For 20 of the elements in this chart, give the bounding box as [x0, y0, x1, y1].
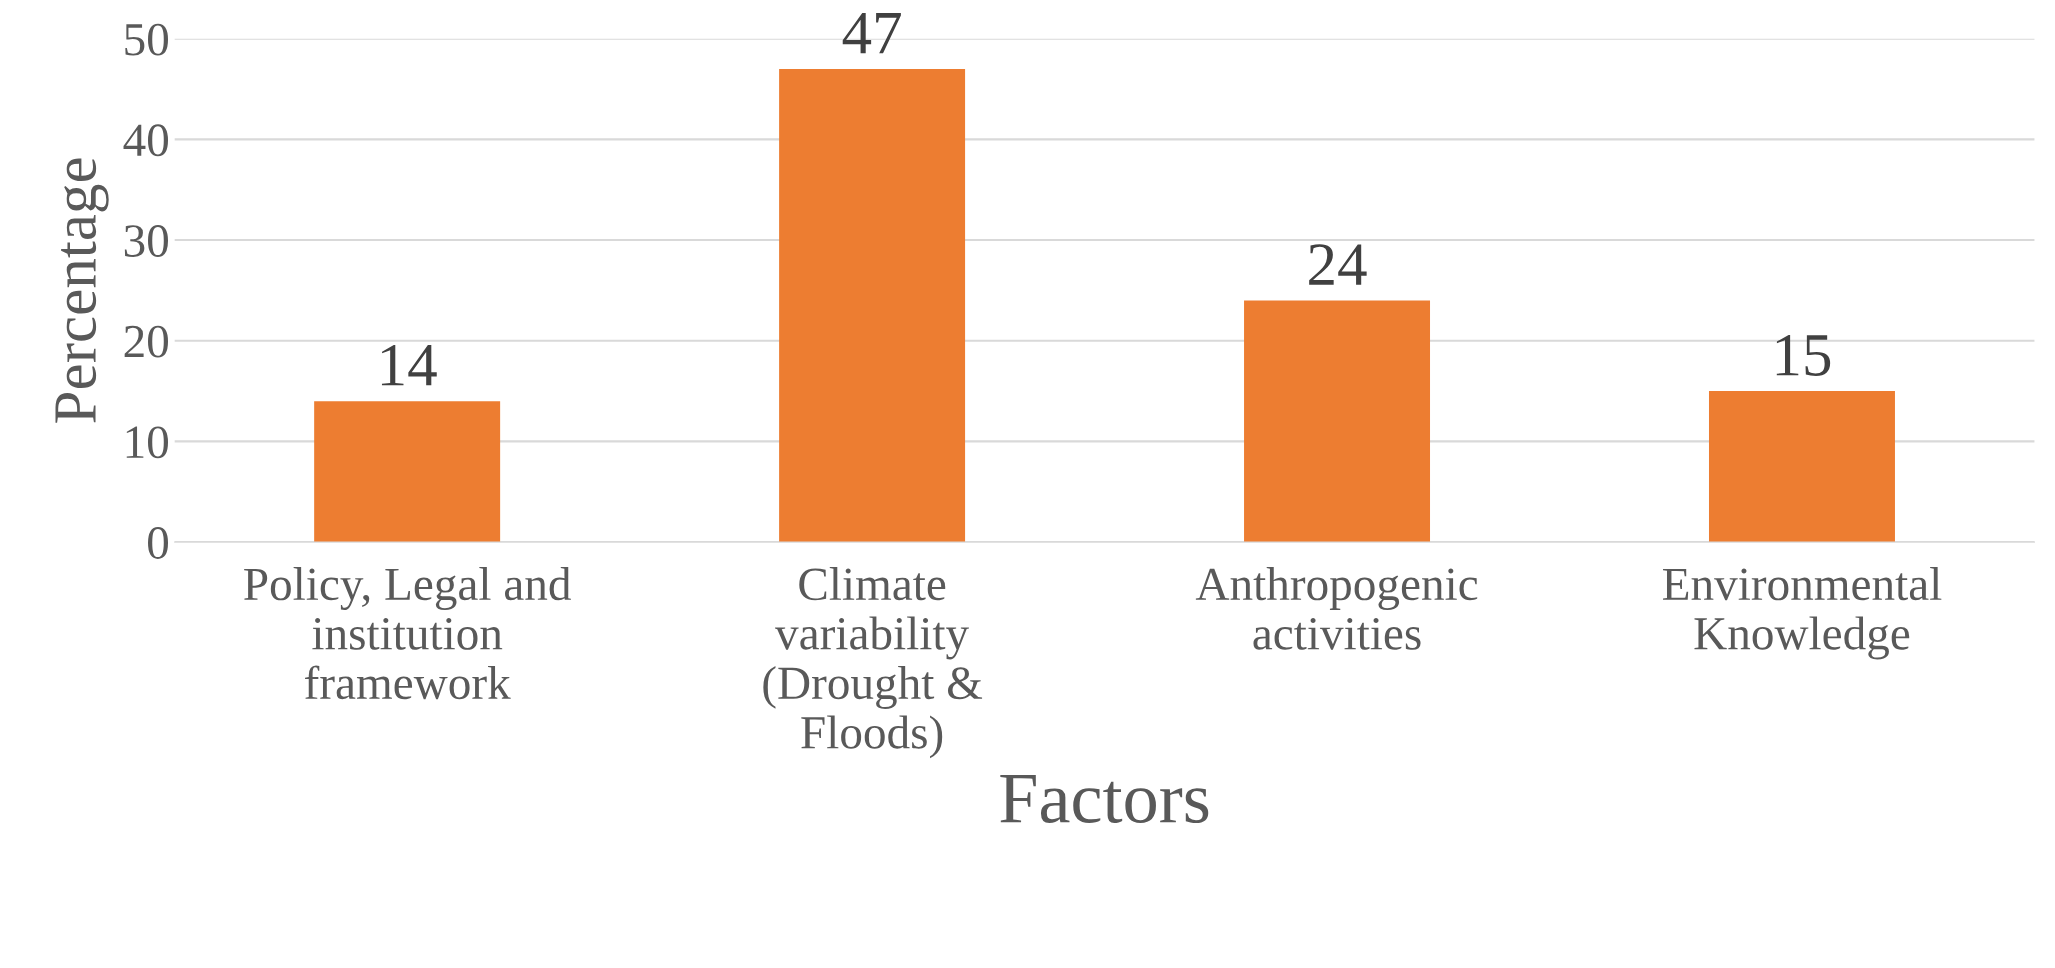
y-tick-label: 50: [125, 23, 169, 56]
data-label: 14: [381, 345, 437, 386]
data-label: 47: [842, 12, 901, 54]
y-axis-title: Percentage: [55, 158, 109, 423]
x-tick-label: Environmental Knowledge: [1663, 567, 1942, 660]
data-label: 15: [1776, 334, 1831, 376]
x-axis-title: Factors: [1000, 775, 1209, 824]
x-tick-label: Policy, Legal and institution framework: [244, 567, 571, 700]
bar: [314, 401, 501, 543]
bar: [779, 68, 966, 543]
bar: [1708, 391, 1895, 543]
y-tick-label: 30: [124, 225, 169, 257]
y-tick-label: 40: [123, 124, 169, 157]
y-tick-label: 20: [124, 325, 169, 358]
x-tick-label: Anthropogenic activities: [1195, 567, 1478, 650]
data-label: 24: [1309, 244, 1367, 285]
x-tick-label: Climate variability (Drought & Floods): [763, 567, 983, 759]
y-tick-label: 10: [126, 426, 169, 459]
bar: [1244, 300, 1431, 543]
y-tick-label: 0: [148, 527, 169, 559]
